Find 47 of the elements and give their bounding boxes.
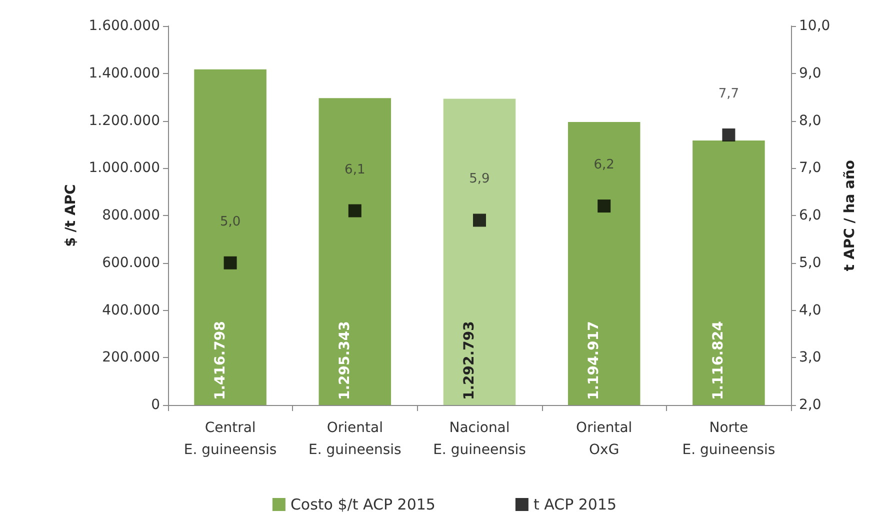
y-tick-label: 400.000 [102, 302, 160, 318]
y2-tick-label: 9,0 [799, 65, 822, 82]
point [348, 204, 362, 218]
point [722, 128, 736, 142]
data-label: 1.194.917 [586, 321, 602, 400]
bar [443, 98, 516, 405]
y-tick-label: 1.600.000 [88, 18, 160, 34]
y2-tick-label: 10,0 [799, 18, 830, 34]
x-tick-label: Nacional E. guineensis [433, 420, 526, 458]
data-label: 5,0 [220, 214, 241, 230]
x-tick-label: Central E. guineensis [184, 420, 277, 458]
data-label: 5,9 [469, 172, 490, 187]
y-axis-title: $ /t APC [62, 184, 79, 247]
y2-tick-label: 7,0 [799, 160, 822, 176]
y-tick-label: 1.200.000 [88, 112, 160, 129]
y2-tick-label: 3,0 [799, 350, 822, 366]
y-tick-label: 1.000.000 [88, 160, 160, 176]
point [473, 214, 486, 227]
y-tick-label: 800.000 [102, 208, 160, 224]
point [224, 256, 237, 270]
data-label: 7,7 [718, 86, 740, 102]
y2-tick-label: 6,0 [799, 208, 822, 224]
y2-tick-label: 5,0 [799, 254, 822, 271]
y-tick-label: 1.400.000 [88, 65, 160, 82]
data-label: 6,2 [594, 158, 614, 173]
bar [194, 69, 266, 405]
data-label: 1.416.798 [212, 321, 228, 400]
y-tick-label: 0 [151, 397, 160, 413]
y-tick-label: 200.000 [102, 350, 160, 366]
y2-tick-label: 2,0 [799, 397, 822, 413]
y2-axis-title: t APC / ha año [842, 160, 858, 272]
x-tick-label: Norte E. guineensis [682, 420, 776, 458]
bar [568, 122, 640, 405]
legend-label: Costo $/t ACP 2015 [290, 496, 436, 514]
x-tick-label: Oriental OxG [576, 420, 632, 458]
bar [692, 140, 765, 405]
legend-label: t ACP 2015 [533, 496, 617, 514]
data-label: 1.295.343 [336, 321, 353, 400]
data-label: 6,1 [344, 162, 366, 178]
data-label: 1.292.793 [462, 321, 478, 400]
y2-tick-label: 8,0 [799, 112, 822, 129]
y-tick-label: 600.000 [102, 254, 160, 271]
bar [318, 98, 392, 405]
y2-tick-label: 4,0 [799, 302, 822, 318]
x-tick-label: Oriental E. guineensis [308, 420, 402, 458]
data-label: 1.116.824 [710, 320, 727, 400]
point [598, 200, 611, 213]
